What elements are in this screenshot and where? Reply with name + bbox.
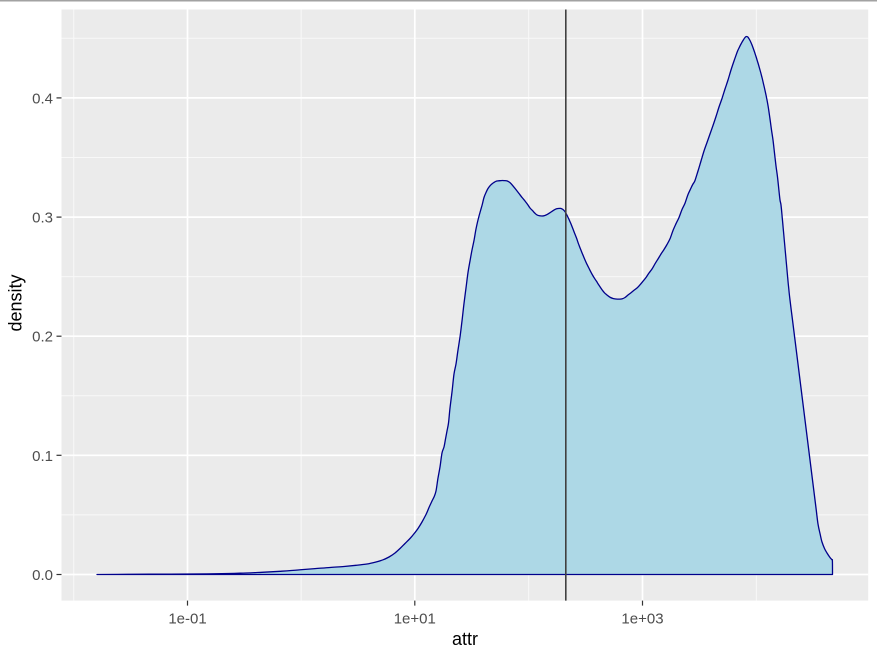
svg-text:0.0: 0.0 xyxy=(32,567,53,584)
svg-text:1e+03: 1e+03 xyxy=(621,611,663,628)
svg-text:0.2: 0.2 xyxy=(32,329,53,346)
svg-text:0.3: 0.3 xyxy=(32,210,53,227)
svg-text:1e-01: 1e-01 xyxy=(168,611,206,628)
svg-text:attr: attr xyxy=(452,629,478,649)
svg-text:density: density xyxy=(6,274,26,331)
svg-text:0.1: 0.1 xyxy=(32,448,53,465)
svg-text:1e+01: 1e+01 xyxy=(394,611,436,628)
svg-text:0.4: 0.4 xyxy=(32,90,53,107)
